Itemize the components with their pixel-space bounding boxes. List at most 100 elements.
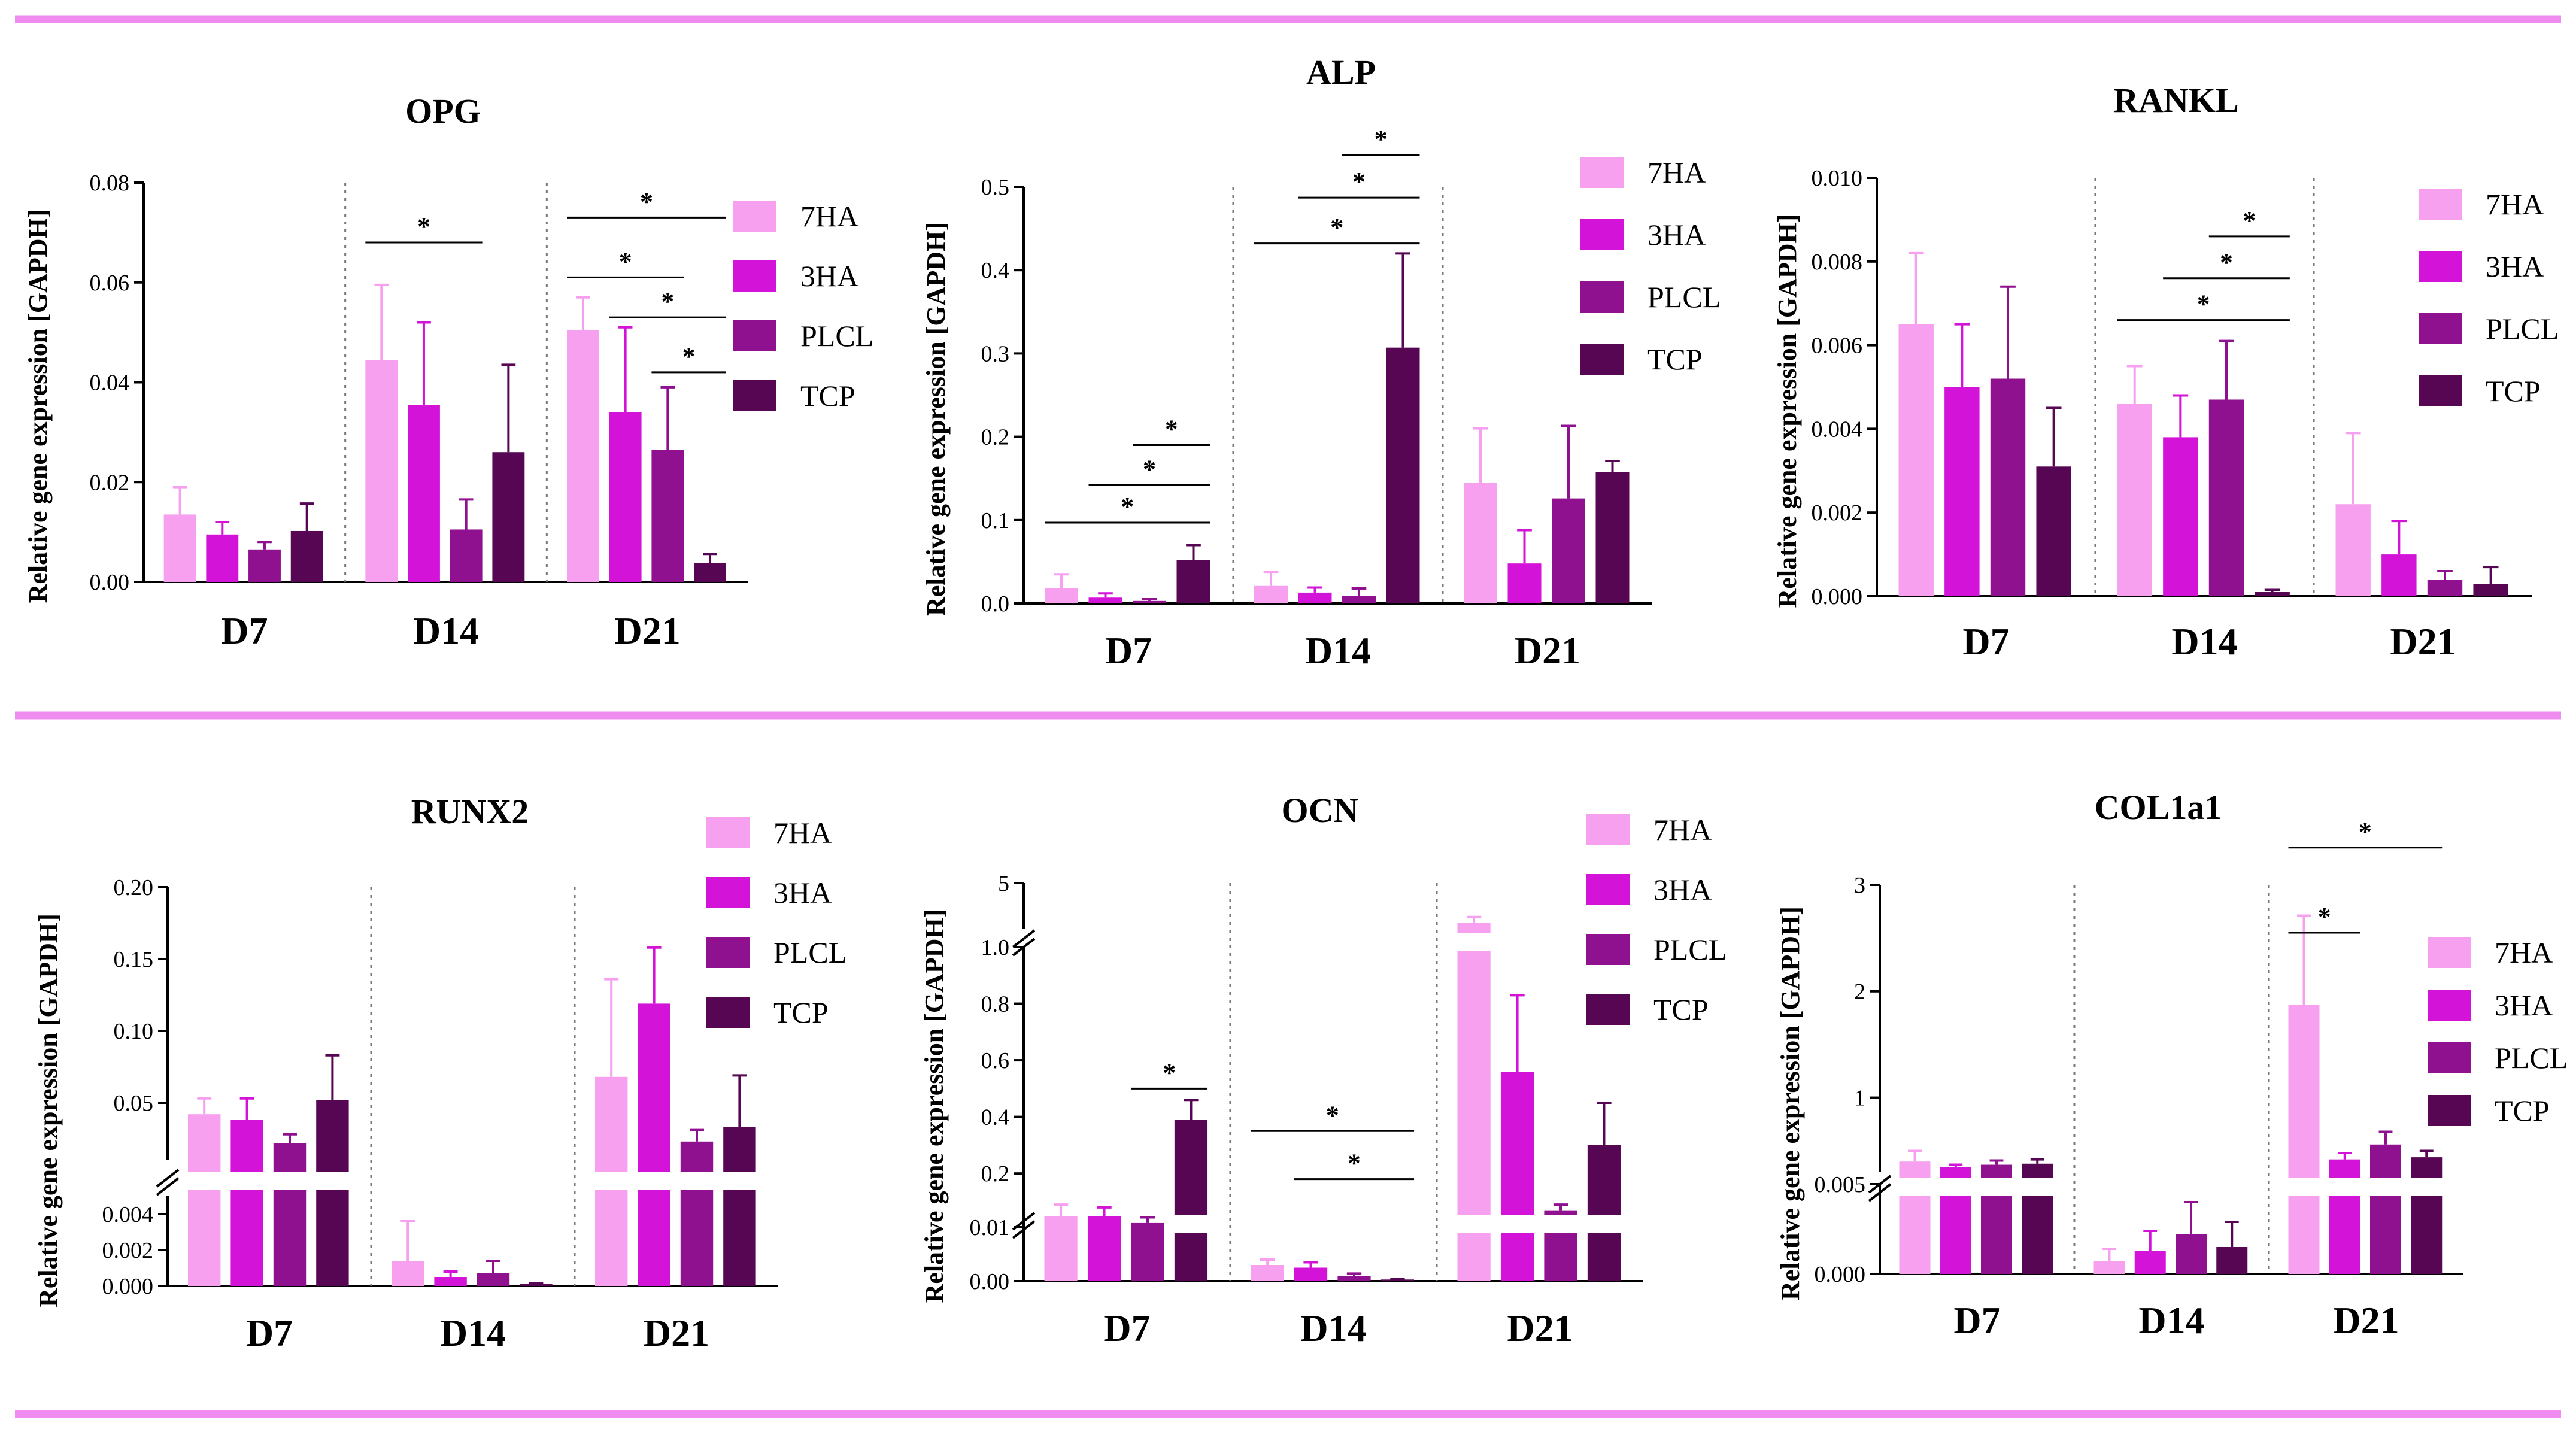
legend-swatch-3ha xyxy=(2419,251,2462,282)
y-tick-label: 0.002 xyxy=(102,1238,154,1263)
y-tick-label: 3 xyxy=(1854,873,1865,898)
x-group-label: D21 xyxy=(1507,1307,1573,1349)
y-tick-label: 0.04 xyxy=(90,371,130,396)
legend-swatch-7ha xyxy=(706,817,750,848)
legend-swatch-tcp xyxy=(733,380,776,411)
legend-label-plcl: PLCL xyxy=(800,319,873,353)
bar-break-gap xyxy=(1173,1215,1209,1233)
x-group-label: D14 xyxy=(1300,1307,1366,1349)
y-tick-label: 0.4 xyxy=(981,1105,1010,1130)
legend-label-3ha: 3HA xyxy=(2495,988,2553,1022)
legend-label-3ha: 3HA xyxy=(773,876,832,909)
chart-panel-ocn: OCN Relative gene expression [GAPDH] 0.00 0… xyxy=(920,791,1727,1349)
bar-3ha-d7 xyxy=(1088,597,1122,603)
x-group-label: D7 xyxy=(1103,1307,1150,1349)
legend-swatch-7ha xyxy=(1586,814,1630,845)
bar-3ha-d21 xyxy=(1507,563,1542,603)
x-group-label: D14 xyxy=(2171,620,2237,663)
x-group-label: D7 xyxy=(1953,1299,2000,1342)
y-tick-label: 0.005 xyxy=(1815,1172,1866,1197)
bar-break-gap xyxy=(2328,1178,2361,1196)
legend-label-7ha: 7HA xyxy=(800,199,858,233)
legend-swatch-7ha xyxy=(1580,157,1624,188)
x-group-label: D21 xyxy=(2333,1299,2399,1342)
significance-star: * xyxy=(2243,206,2256,235)
bar-tcp-d21 xyxy=(723,1127,756,1286)
bar-plcl-d7 xyxy=(273,1143,307,1286)
significance-star: * xyxy=(1375,125,1388,154)
y-tick-label: 0.002 xyxy=(1812,500,1863,526)
bar-tcp-d21 xyxy=(2411,1157,2443,1274)
chart-title: OPG xyxy=(405,92,481,131)
legend-label-plcl: PLCL xyxy=(2495,1041,2568,1075)
bar-3ha-d21 xyxy=(638,1003,670,1286)
y-tick-label: 0.8 xyxy=(981,992,1010,1017)
chart-panel-runx2: RUNX2 Relative gene expression [GAPDH] 0.0… xyxy=(34,792,846,1354)
y-tick-label: 0.2 xyxy=(981,425,1010,450)
x-group-label: D21 xyxy=(644,1312,709,1354)
bar-break-gap xyxy=(679,1172,714,1190)
legend-swatch-plcl xyxy=(2428,1042,2471,1073)
y-tick-label: 0.05 xyxy=(114,1091,154,1116)
bar-7ha-d7 xyxy=(1898,324,1934,596)
bar-3ha-d21 xyxy=(2329,1159,2360,1274)
bar-tcp-d7 xyxy=(1174,1120,1208,1281)
legend-label-7ha: 7HA xyxy=(773,816,832,850)
bar-3ha-d21 xyxy=(609,412,642,582)
bar-7ha-d7 xyxy=(163,514,196,582)
legend-swatch-plcl xyxy=(733,320,776,351)
bar-break-gap xyxy=(594,1172,629,1190)
chart-title: OCN xyxy=(1282,791,1359,830)
x-group-label: D14 xyxy=(1305,629,1371,672)
legend-label-tcp: TCP xyxy=(2495,1094,2550,1127)
bar-3ha-d7 xyxy=(230,1120,263,1286)
significance-star: * xyxy=(2318,902,2331,932)
bar-3ha-d21 xyxy=(1500,1072,1534,1281)
bar-break-gap xyxy=(2021,1178,2054,1196)
y-tick-label: 0.20 xyxy=(114,875,154,900)
y-tick-label: 0.004 xyxy=(102,1202,154,1227)
legend-swatch-tcp xyxy=(2419,375,2462,406)
significance-star: * xyxy=(1348,1149,1361,1178)
axis-break-mark xyxy=(1012,1220,1036,1239)
bar-7ha-d21 xyxy=(2335,504,2371,596)
y-tick-label: 0.10 xyxy=(114,1019,154,1044)
legend-label-3ha: 3HA xyxy=(1647,218,1706,251)
bar-plcl-d14 xyxy=(2208,399,2244,596)
legend-swatch-7ha xyxy=(2419,189,2462,220)
bar-tcp-d7 xyxy=(1176,560,1210,603)
y-tick-label: 0.010 xyxy=(1812,166,1863,191)
significance-star: * xyxy=(1352,167,1366,196)
bar-plcl-d14 xyxy=(450,529,483,582)
y-tick-label: 0.2 xyxy=(981,1161,1010,1187)
bar-break-gap xyxy=(1457,933,1491,951)
chart-panel-rankl: RANKL Relative gene expression [GAPDH] 0.0… xyxy=(1773,81,2559,663)
legend-label-plcl: PLCL xyxy=(1647,280,1721,314)
bar-plcl-d7 xyxy=(248,549,281,582)
chart-panel-alp: ALP Relative gene expression [GAPDH] 0.0 0.… xyxy=(921,53,1721,672)
bar-tcp-d14 xyxy=(492,452,525,582)
y-tick-label: 0.4 xyxy=(981,258,1010,283)
y-tick-label: 0.02 xyxy=(90,470,130,495)
legend-swatch-3ha xyxy=(2428,990,2471,1021)
x-group-label: D7 xyxy=(1962,620,2009,663)
significance-star: * xyxy=(1143,454,1156,484)
bar-plcl-d14 xyxy=(2176,1234,2207,1274)
x-group-label: D7 xyxy=(246,1312,293,1354)
y-axis-label: Relative gene expression [GAPDH] xyxy=(1773,214,1802,608)
y-tick-label: 0.004 xyxy=(1812,417,1863,442)
y-tick-label: 0.3 xyxy=(981,341,1010,366)
legend-swatch-7ha xyxy=(733,201,776,232)
y-axis-label: Relative gene expression [GAPDH] xyxy=(23,210,53,603)
y-tick-label: 0.06 xyxy=(90,271,130,296)
bar-tcp-d14 xyxy=(520,1284,553,1286)
bar-3ha-d21 xyxy=(2381,554,2417,596)
legend-swatch-3ha xyxy=(706,877,750,908)
legend-swatch-3ha xyxy=(1580,219,1624,250)
bar-break-gap xyxy=(1898,1178,1931,1196)
significance-star: * xyxy=(2197,290,2210,319)
legend-swatch-tcp xyxy=(1580,344,1624,375)
legend-swatch-plcl xyxy=(706,937,750,968)
x-group-label: D14 xyxy=(2138,1299,2204,1342)
